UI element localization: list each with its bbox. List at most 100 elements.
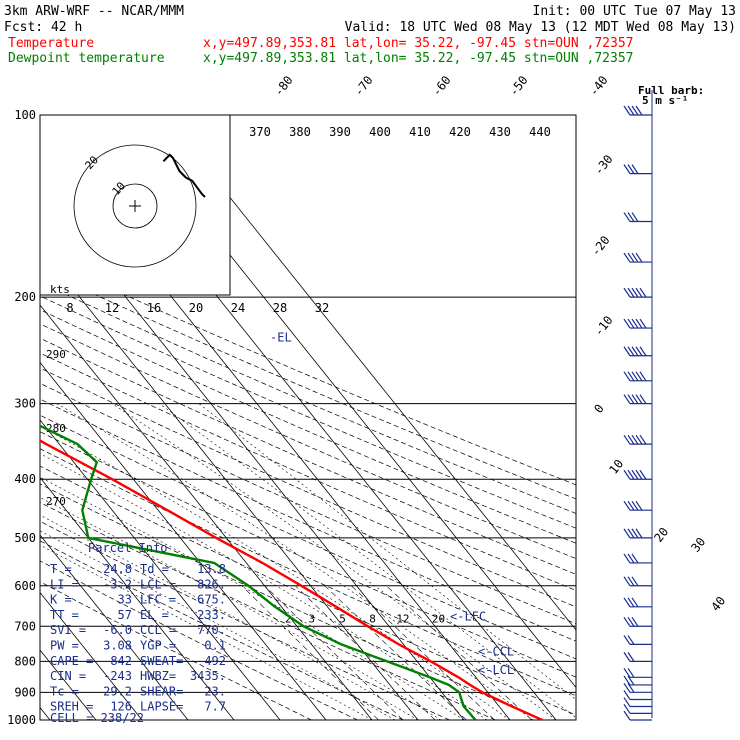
barb-flag <box>631 469 639 480</box>
barb-flag <box>627 667 635 678</box>
mixing-ratio-label: 2 <box>285 612 292 625</box>
barb-flag <box>627 287 635 298</box>
isotherm-line <box>0 115 4 720</box>
barb-flag <box>627 252 635 263</box>
dry-adiabat <box>40 337 576 575</box>
isotherm-label: 0 <box>591 402 606 416</box>
wind-barb <box>623 164 652 175</box>
hodograph-speed-label: 20 <box>189 301 203 315</box>
parcel-row-field: 7.7 <box>204 700 226 714</box>
dry-adiabat <box>40 295 576 529</box>
barb-flag <box>631 346 639 357</box>
wind-barb <box>623 652 652 662</box>
parcel-row-field: CCL = <box>140 623 176 637</box>
level-marker: <-LCL <box>478 663 514 677</box>
barb-flag <box>623 690 631 700</box>
isotherm-label: -10 <box>591 313 615 339</box>
barb-flag <box>635 500 643 511</box>
barb-flag <box>623 597 631 608</box>
barb-key-title: Full barb: <box>638 84 704 97</box>
legend-temperature-info: x,y=497.89,353.81 lat,lon= 35.22, -97.45… <box>203 36 633 51</box>
theta-label-top: 420 <box>449 125 471 139</box>
hodograph-speed-label: 12 <box>105 301 119 315</box>
parcel-row-field: 492 <box>204 654 226 668</box>
barb-flag <box>627 652 635 662</box>
dry-adiabat <box>40 414 576 660</box>
dry-adiabat <box>40 560 358 720</box>
parcel-row-field: Tc = <box>50 684 79 698</box>
hodograph-speed-label: 8 <box>66 301 73 315</box>
barb-flag <box>627 675 635 686</box>
mixing-ratio-line <box>241 585 379 720</box>
barb-flag <box>627 553 635 564</box>
parcel-row-field: K = <box>50 593 72 607</box>
isotherm-line <box>40 476 235 720</box>
dry-adiabat <box>40 352 576 591</box>
barb-flag <box>631 553 639 564</box>
parcel-row-field: TT = <box>50 608 79 622</box>
barb-flag <box>623 394 631 404</box>
valid-time: Valid: 18 UTC Wed 08 May 13 (12 MDT Wed … <box>345 20 736 35</box>
wind-barb <box>623 710 652 721</box>
theta-label-top: 370 <box>249 125 271 139</box>
barb-flag <box>623 697 631 707</box>
barb-flag <box>623 576 631 587</box>
isotherm-label: 10 <box>606 457 626 477</box>
hodograph-speed-label: 24 <box>231 301 245 315</box>
parcel-row-field: -3.2 <box>103 577 132 591</box>
barb-flag <box>623 652 631 662</box>
model-title: 3km ARW-WRF -- NCAR/MMM <box>4 4 184 19</box>
barb-flag <box>631 394 639 404</box>
isotherm-label: 30 <box>688 535 708 555</box>
isotherm-line <box>40 534 189 720</box>
wind-barb <box>623 697 652 708</box>
barb-flag <box>623 682 631 693</box>
dry-adiabat <box>40 483 542 720</box>
isotherm-label: -50 <box>506 73 530 99</box>
parcel-row-field: HWBZ= <box>140 669 176 683</box>
parcel-row-field: 33 <box>118 593 132 607</box>
barb-flag <box>627 318 635 329</box>
parcel-row-field: -6.0 <box>103 623 132 637</box>
isotherm-line <box>40 419 281 720</box>
parcel-cell: CELL = 238/22 <box>50 711 144 725</box>
parcel-info-panel: Parcel Info T = 24.8 Td = 13.8 LI = -3.2 LCL =… <box>50 541 226 725</box>
dry-adiabat <box>40 581 312 720</box>
barb-flag <box>635 318 643 329</box>
barb-flag <box>623 469 631 480</box>
barb-flag <box>639 318 647 329</box>
barb-flag <box>631 576 639 587</box>
parcel-row-field: 826. <box>197 577 226 591</box>
barb-flag <box>627 682 635 693</box>
parcel-row-field: 675. <box>197 593 226 607</box>
barb-flag <box>623 710 631 721</box>
barb-flag <box>623 704 631 714</box>
legend-dewpoint-info: x,y=497.89,353.81 lat,lon= 35.22, -97.45… <box>203 51 633 66</box>
moist-adiabat <box>111 403 557 720</box>
barb-flag <box>627 394 635 404</box>
barb-flag <box>635 371 643 382</box>
wind-barb <box>623 371 652 382</box>
parcel-row-field: 770. <box>197 623 226 637</box>
barb-flag <box>639 434 647 445</box>
barb-flag <box>635 105 643 116</box>
barb-key-value: 5 m s⁻¹ <box>642 94 688 107</box>
pressure-label-300: 300 <box>14 397 36 411</box>
pressure-label-800: 800 <box>14 654 36 668</box>
theta-label-left: 290 <box>46 348 66 361</box>
barb-flag <box>631 212 639 222</box>
hodograph-speed-label: 16 <box>147 301 161 315</box>
parcel-row-field: YGP = <box>140 639 176 653</box>
barb-flag <box>627 164 635 174</box>
barb-flag <box>627 635 635 645</box>
moist-adiabat <box>40 497 442 720</box>
barb-flag <box>627 105 635 116</box>
wind-barb <box>623 616 652 627</box>
isotherm-line <box>40 591 143 720</box>
barb-flag <box>631 287 639 298</box>
dry-adiabat <box>40 255 576 486</box>
barb-flag <box>627 576 635 587</box>
pressure-label-200: 200 <box>14 290 36 304</box>
hodograph-speed-label: 32 <box>315 301 329 315</box>
